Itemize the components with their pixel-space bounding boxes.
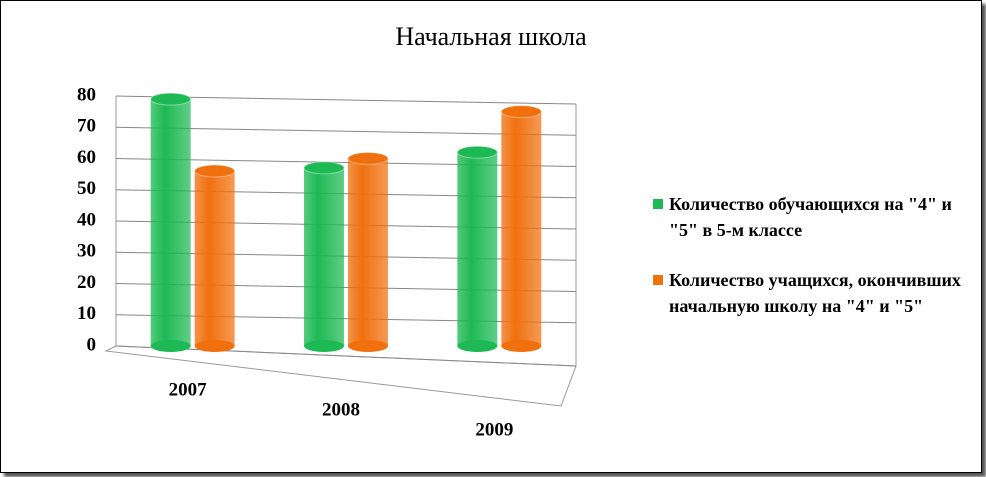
bar-top xyxy=(347,152,389,165)
bar-body xyxy=(348,158,388,346)
y-tick-label: 20 xyxy=(77,272,96,293)
legend-label: Количество учащихся, окончивших начальну… xyxy=(669,270,961,316)
bar-bottom xyxy=(501,340,542,352)
y-tick-label: 30 xyxy=(77,241,96,262)
chart-title: Начальная школа xyxy=(395,22,587,51)
x-tick-label: 2007 xyxy=(169,379,208,400)
grid-line xyxy=(115,158,577,167)
bar-bottom xyxy=(194,340,235,352)
floor xyxy=(104,345,577,407)
bar xyxy=(347,152,389,352)
bar xyxy=(150,92,192,352)
grid-line xyxy=(115,220,577,230)
bar xyxy=(500,105,542,352)
bar-top xyxy=(303,161,345,175)
bar-bottom xyxy=(150,340,191,352)
x-tick-label: 2008 xyxy=(322,399,360,420)
grid-line xyxy=(115,283,577,292)
legend: Количество обучающихся на "4" и "5" в 5-… xyxy=(653,191,963,343)
bar-top xyxy=(150,92,192,106)
bar-top xyxy=(456,145,498,159)
y-tick-label: 80 xyxy=(77,84,96,105)
grid-line xyxy=(115,314,577,324)
bar-bottom xyxy=(348,340,388,352)
legend-swatch xyxy=(653,199,663,209)
y-tick-label: 10 xyxy=(77,303,96,324)
legend-item: Количество учащихся, окончивших начальну… xyxy=(653,267,963,319)
legend-item: Количество обучающихся на "4" и "5" в 5-… xyxy=(653,191,963,243)
grid-line xyxy=(115,345,577,367)
bar xyxy=(194,164,236,352)
bar-body xyxy=(501,111,542,346)
bar-body xyxy=(304,167,344,346)
y-tick-label: 40 xyxy=(77,209,96,230)
bar-top xyxy=(500,105,542,119)
bar-bottom xyxy=(304,340,344,352)
x-tick-label: 2009 xyxy=(475,419,513,440)
grid-line xyxy=(115,251,577,261)
legend-label: Количество обучающихся на "4" и "5" в 5-… xyxy=(669,194,952,240)
legend-swatch xyxy=(653,275,663,285)
bar xyxy=(303,161,345,352)
grid-line xyxy=(115,95,577,105)
bar-body xyxy=(150,99,191,346)
bar-body xyxy=(457,152,498,346)
y-tick-label: 0 xyxy=(87,334,97,355)
bar-top xyxy=(194,164,236,178)
bar-body xyxy=(194,171,235,346)
y-tick-label: 50 xyxy=(77,178,96,199)
bar xyxy=(456,145,498,352)
bar-bottom xyxy=(457,340,498,352)
y-tick-label: 60 xyxy=(77,147,96,168)
grid-line xyxy=(115,189,577,199)
grid-line xyxy=(115,126,577,136)
y-tick-label: 70 xyxy=(77,116,96,137)
